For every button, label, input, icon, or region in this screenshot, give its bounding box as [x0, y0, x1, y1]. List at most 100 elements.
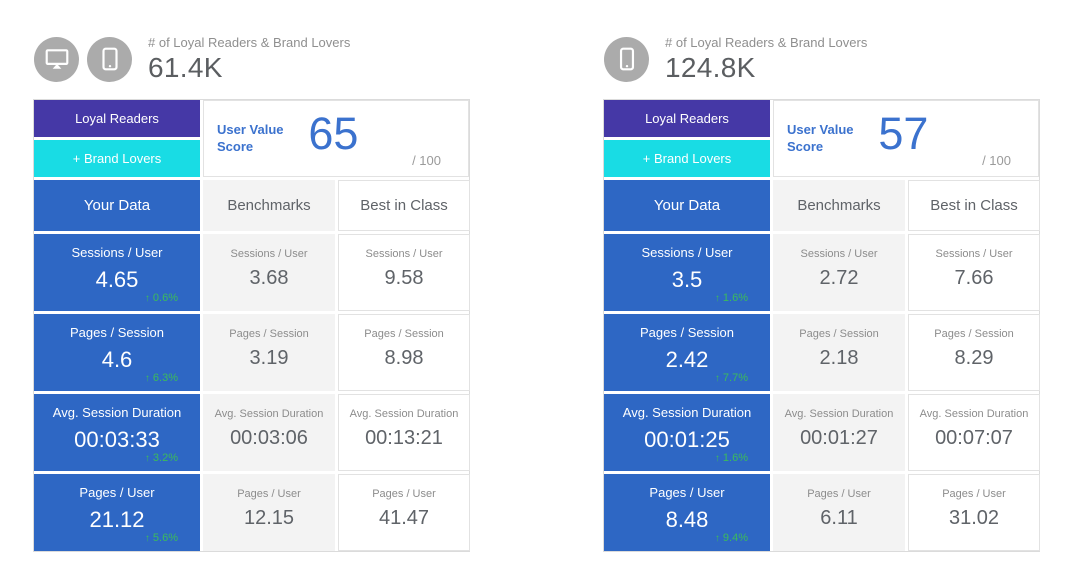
- benchmark-cell: Avg. Session Duration 00:03:06: [203, 394, 335, 471]
- scorecard-desktop-tablet: # of Loyal Readers & Brand Lovers 61.4K …: [33, 30, 470, 552]
- dashboard-page: # of Loyal Readers & Brand Lovers 61.4K …: [33, 30, 1040, 552]
- your-data-cell: Pages / User 8.48 ↑ 9.4%: [604, 474, 770, 551]
- scorecard-mobile: # of Loyal Readers & Brand Lovers 124.8K…: [603, 30, 1040, 552]
- metric-label: Avg. Session Duration: [52, 404, 182, 420]
- metric-label: Avg. Session Duration: [784, 407, 894, 420]
- card-header: # of Loyal Readers & Brand Lovers 124.8K: [604, 30, 1040, 88]
- device-icons: [604, 36, 649, 82]
- card-header: # of Loyal Readers & Brand Lovers 61.4K: [34, 30, 470, 88]
- metric-value: 12.15: [243, 506, 295, 529]
- benchmark-cell: Pages / Session 3.19: [203, 314, 335, 391]
- metric-label: Avg. Session Duration: [349, 407, 459, 420]
- metric-value: 00:03:06: [230, 426, 308, 449]
- your-data-cell: Pages / Session 2.42 ↑ 7.7%: [604, 314, 770, 391]
- metric-label: Pages / User: [942, 487, 1006, 500]
- table-row-sessions-per-user: Sessions / User 4.65 ↑ 0.6% Sessions / Us…: [34, 234, 470, 311]
- metric-label: Pages / User: [237, 487, 301, 500]
- delta-badge: ↑ 5.6%: [145, 532, 178, 544]
- delta-value: 3.2%: [152, 452, 178, 464]
- metric-label: Pages / Session: [799, 327, 879, 340]
- delta-value: 7.7%: [722, 372, 748, 384]
- up-arrow-icon: ↑: [714, 533, 720, 544]
- metric-value: 3.68: [249, 266, 289, 289]
- table-row-sessions-per-user: Sessions / User 3.5 ↑ 1.6% Sessions / Use…: [604, 234, 1040, 311]
- metric-label: Avg. Session Duration: [919, 407, 1029, 420]
- metric-label: Avg. Session Duration: [622, 404, 752, 420]
- your-data-cell: Sessions / User 3.5 ↑ 1.6%: [604, 234, 770, 311]
- benchmark-cell: Pages / Session 2.18: [773, 314, 905, 391]
- column-header-benchmarks: Benchmarks: [773, 180, 905, 231]
- score-label: User Value Score: [787, 122, 854, 154]
- metric-label: Sessions / User: [230, 247, 308, 260]
- benchmark-cell: Sessions / User 2.72: [773, 234, 905, 311]
- table-header-segments: Loyal Readers + Brand Lovers User Value …: [604, 100, 1039, 177]
- column-header-benchmarks: Benchmarks: [203, 180, 335, 231]
- best-in-class-cell: Avg. Session Duration 00:13:21: [338, 394, 470, 471]
- benchmark-cell: Pages / User 6.11: [773, 474, 905, 551]
- delta-value: 5.6%: [152, 532, 178, 544]
- table-row-pages-per-user: Pages / User 8.48 ↑ 9.4% Pages / User 6.1…: [604, 474, 1040, 551]
- segment-stack: Loyal Readers + Brand Lovers: [34, 100, 200, 177]
- delta-badge: ↑ 6.3%: [145, 372, 178, 384]
- metric-label: Pages / Session: [640, 324, 734, 340]
- metric-value: 4.6: [101, 346, 133, 372]
- table-row-avg-session-duration: Avg. Session Duration 00:01:25 ↑ 1.6% Avg…: [604, 394, 1040, 471]
- segment-brand-lovers: + Brand Lovers: [604, 140, 770, 177]
- table-row-pages-per-user: Pages / User 21.12 ↑ 5.6% Pages / User 12…: [34, 474, 470, 551]
- header-text: # of Loyal Readers & Brand Lovers 61.4K: [148, 35, 350, 84]
- up-arrow-icon: ↑: [144, 533, 150, 544]
- delta-value: 0.6%: [152, 292, 178, 304]
- up-arrow-icon: ↑: [144, 453, 150, 464]
- metric-value: 3.19: [249, 346, 289, 369]
- metric-value: 2.72: [819, 266, 859, 289]
- your-data-cell: Pages / User 21.12 ↑ 5.6%: [34, 474, 200, 551]
- score-denominator: / 100: [412, 153, 441, 168]
- best-in-class-cell: Sessions / User 9.58: [338, 234, 470, 311]
- segment-loyal-readers: Loyal Readers: [604, 100, 770, 137]
- column-header-best-in-class: Best in Class: [338, 180, 470, 231]
- metric-label: Pages / Session: [229, 327, 309, 340]
- metric-label: Sessions / User: [365, 247, 443, 260]
- delta-badge: ↑ 7.7%: [715, 372, 748, 384]
- delta-value: 6.3%: [152, 372, 178, 384]
- scorecard-table: Loyal Readers + Brand Lovers User Value …: [603, 99, 1040, 552]
- your-data-cell: Avg. Session Duration 00:03:33 ↑ 3.2%: [34, 394, 200, 471]
- best-in-class-cell: Pages / Session 8.98: [338, 314, 470, 391]
- metric-value: 2.18: [819, 346, 859, 369]
- best-in-class-cell: Sessions / User 7.66: [908, 234, 1040, 311]
- column-header-your-data: Your Data: [34, 180, 200, 231]
- benchmark-cell: Pages / User 12.15: [203, 474, 335, 551]
- metric-value: 00:13:21: [365, 426, 443, 449]
- metric-value: 8.29: [954, 346, 994, 369]
- user-value-score-panel: User Value Score 65 / 100: [203, 100, 469, 177]
- delta-badge: ↑ 0.6%: [145, 292, 178, 304]
- device-icons: [34, 36, 132, 82]
- metric-value: 9.58: [384, 266, 424, 289]
- metric-value: 00:07:07: [935, 426, 1013, 449]
- score-denominator: / 100: [982, 153, 1011, 168]
- table-header-segments: Loyal Readers + Brand Lovers User Value …: [34, 100, 469, 177]
- delta-badge: ↑ 1.6%: [715, 292, 748, 304]
- up-arrow-icon: ↑: [714, 373, 720, 384]
- metric-total: 61.4K: [148, 51, 223, 83]
- tablet-icon: [87, 36, 132, 82]
- header-text: # of Loyal Readers & Brand Lovers 124.8K: [665, 35, 867, 84]
- column-header-your-data: Your Data: [604, 180, 770, 231]
- your-data-cell: Pages / Session 4.6 ↑ 6.3%: [34, 314, 200, 391]
- up-arrow-icon: ↑: [144, 293, 150, 304]
- delta-value: 9.4%: [722, 532, 748, 544]
- best-in-class-cell: Avg. Session Duration 00:07:07: [908, 394, 1040, 471]
- metric-label: Sessions / User: [800, 247, 878, 260]
- metric-value: 4.65: [95, 266, 139, 292]
- segment-stack: Loyal Readers + Brand Lovers: [604, 100, 770, 177]
- metric-value: 00:01:27: [800, 426, 878, 449]
- benchmark-cell: Avg. Session Duration 00:01:27: [773, 394, 905, 471]
- metric-value: 41.47: [378, 506, 430, 529]
- metric-label: Pages / User: [79, 484, 155, 500]
- phone-icon: [604, 36, 649, 82]
- up-arrow-icon: ↑: [714, 293, 720, 304]
- delta-value: 1.6%: [722, 292, 748, 304]
- metric-label: Pages / Session: [934, 327, 1014, 340]
- metric-label: Pages / Session: [364, 327, 444, 340]
- metric-total: 124.8K: [665, 51, 756, 83]
